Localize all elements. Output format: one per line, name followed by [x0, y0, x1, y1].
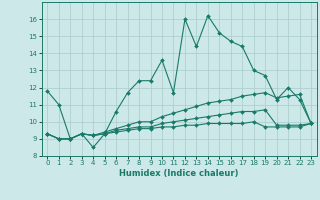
- X-axis label: Humidex (Indice chaleur): Humidex (Indice chaleur): [119, 169, 239, 178]
